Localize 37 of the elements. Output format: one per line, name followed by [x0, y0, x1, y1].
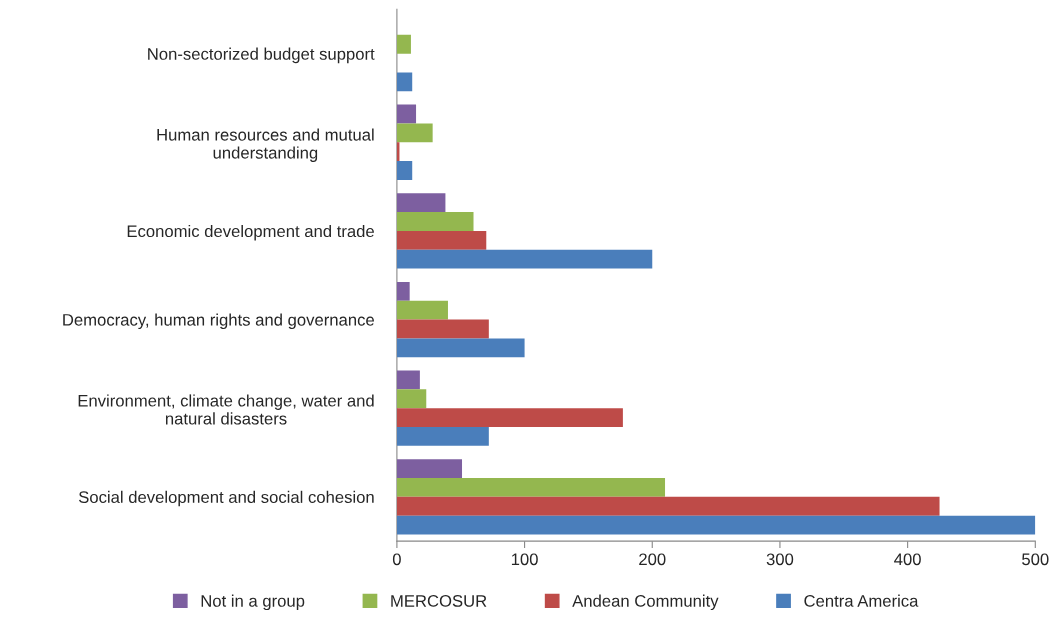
y-tick-label: Social development and social cohesion [78, 490, 374, 507]
bar [396, 123, 433, 143]
bar [396, 427, 489, 446]
legend-label: MERCOSUR [391, 595, 487, 607]
y-tick-label: Human resources and mutual understanding [157, 128, 374, 162]
bar [396, 249, 653, 269]
bar [396, 72, 413, 92]
bar [396, 496, 940, 516]
bar [396, 281, 410, 301]
bar [396, 459, 463, 478]
bar [396, 389, 427, 409]
x-tick-label: 400 [894, 553, 921, 566]
bar [396, 212, 474, 231]
bar [396, 230, 487, 250]
bar [396, 477, 666, 497]
x-tick-label: 100 [511, 553, 538, 566]
legend-label: Andean Community [572, 594, 719, 611]
y-tick-label: Economic development and trade [127, 224, 374, 241]
x-tick-label: 500 [1022, 553, 1049, 566]
legend-label: Centra America [804, 594, 919, 607]
x-tick-label: 300 [766, 553, 794, 566]
bar [396, 319, 489, 339]
y-tick-label: Non-sectorized budget support [148, 47, 375, 64]
y-tick-label: Environment, climate change, water and natural disasters [78, 394, 374, 425]
x-tick-label: 200 [639, 553, 666, 566]
bar [396, 34, 411, 54]
legend-label: Not in a group [201, 594, 305, 611]
bar [396, 338, 525, 358]
bar [396, 104, 417, 124]
bar [396, 370, 420, 390]
bar [396, 193, 446, 213]
bar [396, 161, 413, 180]
bar [396, 300, 448, 320]
x-tick-label: 0 [392, 553, 401, 566]
y-tick-label: Democracy, human rights and governance [63, 313, 374, 330]
bar [396, 515, 1036, 535]
bar [396, 408, 623, 428]
